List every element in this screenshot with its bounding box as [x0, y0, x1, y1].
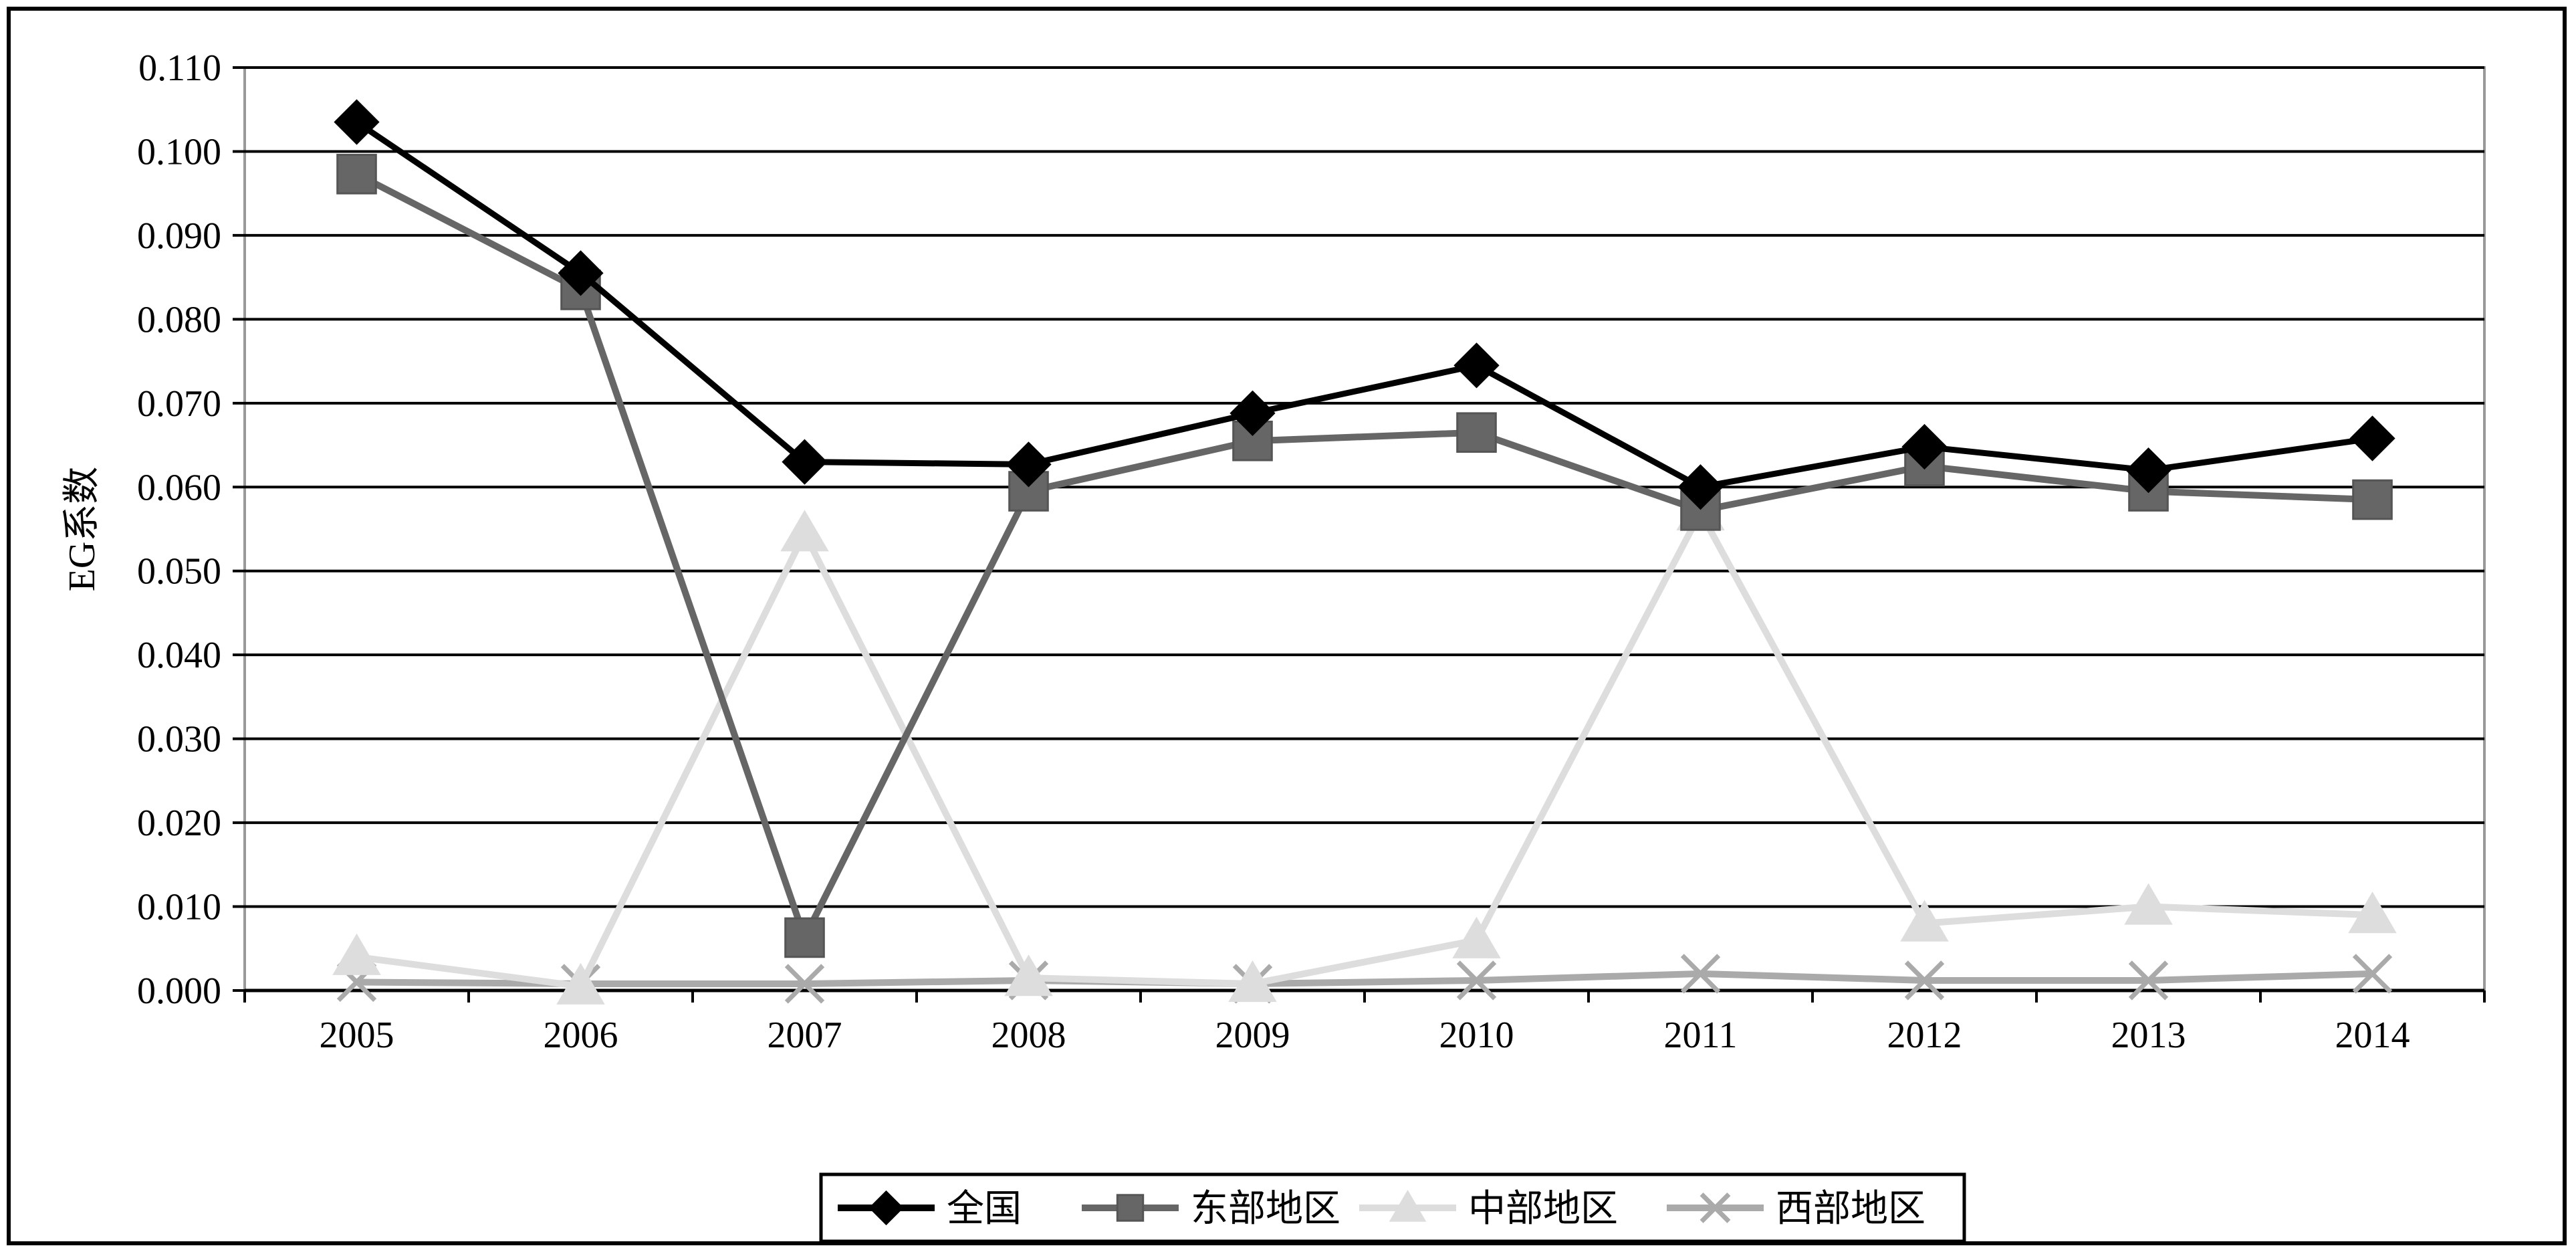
series-line — [354, 119, 2373, 490]
diamond-point — [2349, 415, 2395, 461]
x-point-stroke — [1680, 954, 1721, 994]
square-point — [336, 154, 377, 195]
legend-label: 中部地区 — [1468, 1187, 1618, 1231]
legend-item-4: 西部地区 — [1667, 1187, 1925, 1231]
x-tick-label: 2014 — [2335, 1015, 2410, 1056]
y-tick-label: 0.070 — [137, 383, 221, 425]
x-axis-tick-labels: 2005 2006 2007 2008 2009 2010 2011 2012 2013 2014 — [320, 1015, 2410, 1056]
triangle-point — [780, 510, 829, 552]
x-tick-label: 2011 — [1664, 1015, 1738, 1056]
triangle-point — [556, 962, 605, 1005]
x-tick-label: 2010 — [1439, 1015, 1514, 1056]
diamond-point — [334, 99, 380, 145]
triangle-point — [1389, 1190, 1427, 1222]
legend-label: 东部地区 — [1191, 1187, 1340, 1231]
legend-label: 全国 — [947, 1187, 1022, 1231]
x-tick-label: 2012 — [1887, 1015, 1962, 1056]
diamond-point — [782, 439, 828, 485]
triangle-point — [1228, 960, 1277, 1003]
series-line — [356, 508, 2373, 990]
triangle-point — [2124, 883, 2173, 925]
x-tick-label: 2008 — [991, 1015, 1066, 1056]
x-point-stroke — [784, 964, 825, 1004]
x-point — [1680, 954, 1721, 994]
series-line — [355, 171, 2373, 941]
triangle-point — [1004, 954, 1053, 997]
diamond-point — [1901, 423, 1948, 470]
diamond-point — [1230, 390, 1276, 436]
plot-area-border — [243, 66, 2486, 992]
chart-frame: 0.000 0.010 0.020 0.030 0.040 0.050 0.060 0.070… — [7, 7, 2567, 1245]
x-point — [2352, 954, 2393, 994]
x-point — [1904, 960, 1945, 1001]
x-point-stroke — [1904, 960, 1945, 1001]
x-point — [2128, 960, 2169, 1001]
legend-item-2: 东部地区 — [1082, 1187, 1340, 1231]
y-tick-label: 0.010 — [137, 887, 221, 928]
y-tick-label: 0.040 — [137, 635, 221, 676]
x-point — [1700, 1192, 1731, 1223]
x-tick-label: 2005 — [320, 1015, 394, 1056]
legend-label: 西部地区 — [1776, 1187, 1925, 1231]
x-tick-label: 2009 — [1215, 1015, 1290, 1056]
y-tick-label: 0.100 — [137, 131, 221, 173]
diamond-point — [1453, 342, 1500, 389]
diamond-point — [868, 1190, 904, 1226]
series-lines — [332, 99, 2397, 1005]
legend-item-1: 全国 — [838, 1187, 1022, 1231]
y-tick-label: 0.060 — [137, 467, 221, 508]
y-tick-label: 0.110 — [138, 47, 221, 89]
diamond-point — [1677, 464, 1724, 510]
triangle-point — [332, 933, 381, 975]
x-point-stroke — [2128, 960, 2169, 1001]
x-tick-label: 2006 — [544, 1015, 618, 1056]
square-point — [1456, 412, 1497, 453]
legend-item-3: 中部地区 — [1359, 1187, 1618, 1231]
diamond-point — [558, 250, 604, 296]
y-axis-title: EG系数 — [62, 467, 103, 592]
y-tick-label: 0.080 — [137, 299, 221, 340]
triangle-point — [1900, 900, 1949, 942]
diamond-point — [2125, 447, 2172, 494]
x-point-stroke — [1700, 1192, 1731, 1223]
square-point — [2352, 479, 2393, 520]
line-chart: 0.000 0.010 0.020 0.030 0.040 0.050 0.060 0.070… — [62, 47, 2486, 1243]
y-tick-label: 0.090 — [137, 215, 221, 257]
series-2 — [336, 154, 2393, 958]
square-point — [1116, 1194, 1145, 1222]
x-tick-label: 2013 — [2111, 1015, 2186, 1056]
x-point-stroke — [1456, 960, 1497, 1001]
y-tick-label: 0.020 — [137, 803, 221, 844]
x-point-stroke — [2352, 954, 2393, 994]
gridlines — [233, 66, 2486, 1003]
x-point — [1456, 960, 1497, 1001]
square-point — [784, 917, 825, 958]
diamond-point — [1006, 441, 1052, 488]
triangle-point — [2348, 892, 2397, 934]
series-1 — [334, 99, 2395, 510]
y-tick-label: 0.050 — [137, 551, 221, 593]
x-tick-label: 2007 — [768, 1015, 842, 1056]
triangle-point — [1452, 916, 1501, 958]
y-tick-label: 0.030 — [137, 719, 221, 760]
y-tick-label: 0.000 — [137, 970, 221, 1012]
series-3 — [332, 488, 2397, 1005]
legend: 全国 东部地区 中部地区 西部地区 — [819, 1172, 1966, 1243]
series-line — [356, 970, 2373, 987]
x-point — [784, 964, 825, 1004]
y-axis-tick-labels: 0.000 0.010 0.020 0.030 0.040 0.050 0.060 0.070… — [137, 47, 221, 1012]
